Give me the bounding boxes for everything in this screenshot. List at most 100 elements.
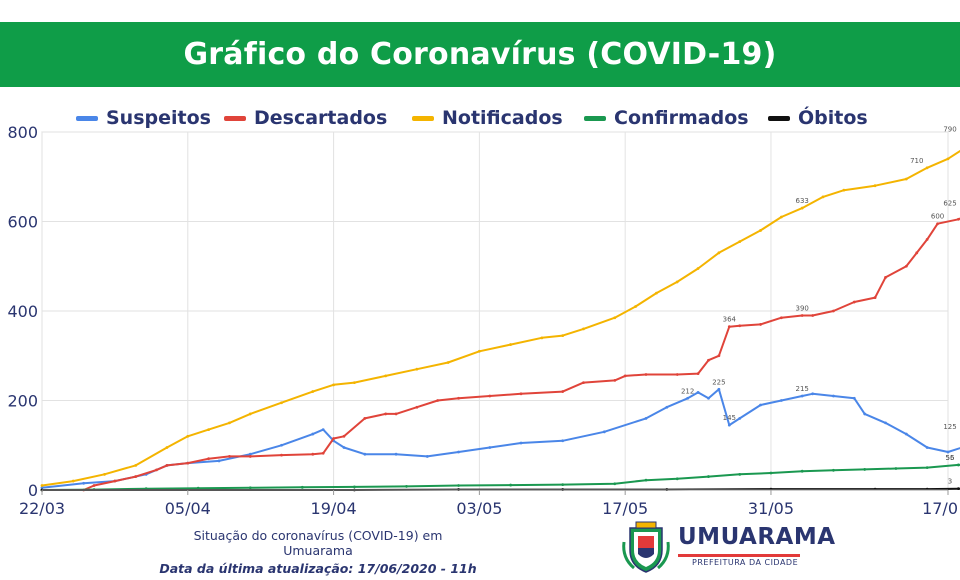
data-point-descartados <box>92 484 96 487</box>
data-point-descartados <box>363 417 367 420</box>
data-label-suspeitos: 212 <box>681 387 694 395</box>
data-point-suspeitos <box>779 399 783 402</box>
data-point-suspeitos <box>759 403 762 407</box>
data-point-descartados <box>832 309 835 313</box>
legend-item-confirmados: Confirmados <box>584 104 749 132</box>
data-point-confirmados <box>707 475 710 478</box>
city-logo: UMUARAMA PREFEITURA DA CIDADE <box>620 520 960 576</box>
data-point-descartados <box>248 455 252 458</box>
data-point-descartados <box>696 372 700 376</box>
data-label-confirmados: 56 <box>946 454 955 462</box>
chart-title: Gráfico do Coronavírus (COVID-19) <box>183 37 777 72</box>
data-point-confirmados <box>405 485 408 488</box>
data-point-confirmados <box>675 477 679 481</box>
data-point-suspeitos <box>280 443 283 447</box>
data-point-notificados <box>186 434 190 438</box>
data-point-confirmados <box>196 486 200 490</box>
footer-caption: Situação do coronavírus (COVID-19) em Um… <box>158 528 478 576</box>
data-point-confirmados <box>457 484 460 487</box>
city-crest-icon <box>622 521 670 573</box>
legend-label-obitos: Óbitos <box>798 107 868 129</box>
data-point-descartados <box>717 354 721 358</box>
data-point-suspeitos <box>394 452 398 456</box>
data-point-obitos <box>957 487 960 491</box>
footer-situation-text: Situação do coronavírus (COVID-19) em Um… <box>193 528 443 558</box>
data-point-suspeitos <box>665 405 669 409</box>
y-tick-label: 200 <box>7 392 38 411</box>
data-point-confirmados <box>957 463 960 467</box>
y-tick-label: 600 <box>7 213 38 232</box>
data-label-notificados: 790 <box>943 125 956 133</box>
x-tick-label: 05/04 <box>165 499 211 518</box>
data-point-confirmados <box>925 466 929 470</box>
data-point-suspeitos <box>363 452 367 456</box>
data-point-notificados <box>696 267 700 270</box>
data-point-notificados <box>71 479 75 483</box>
data-point-notificados <box>311 390 315 393</box>
data-label-suspeitos: 125 <box>943 423 956 431</box>
data-point-descartados <box>800 314 804 317</box>
data-point-notificados <box>134 463 138 467</box>
data-point-notificados <box>446 361 450 364</box>
data-point-suspeitos <box>342 446 346 449</box>
data-point-notificados <box>821 195 825 199</box>
data-point-confirmados <box>894 467 898 470</box>
y-tick-label: 800 <box>7 123 38 142</box>
data-point-notificados <box>353 381 356 384</box>
data-point-descartados <box>280 453 283 457</box>
series-line-suspeitos <box>41 388 960 489</box>
data-label-descartados: 390 <box>796 304 809 312</box>
data-point-notificados <box>561 334 565 338</box>
legend-label-notificados: Notificados <box>442 107 563 129</box>
legend-item-suspeitos: Suspeitos <box>76 104 211 132</box>
data-point-notificados <box>540 336 544 340</box>
data-point-descartados <box>738 324 742 328</box>
data-point-notificados <box>165 446 169 449</box>
title-banner: Gráfico do Coronavírus (COVID-19) <box>0 22 960 87</box>
data-point-confirmados <box>863 468 867 471</box>
data-point-notificados <box>477 349 481 353</box>
data-point-descartados <box>811 314 815 317</box>
data-point-descartados <box>342 434 346 438</box>
data-point-notificados <box>332 383 335 387</box>
data-point-confirmados <box>769 471 773 475</box>
data-point-descartados <box>613 378 617 382</box>
data-point-notificados <box>655 291 658 295</box>
data-point-notificados <box>248 412 252 416</box>
data-point-descartados <box>436 399 440 402</box>
data-point-descartados <box>394 412 398 416</box>
x-tick-label: 03/05 <box>456 499 502 518</box>
data-point-descartados <box>113 479 117 483</box>
data-point-notificados <box>873 184 877 188</box>
series-layer <box>40 149 960 492</box>
data-point-descartados <box>207 457 211 461</box>
data-point-descartados <box>519 392 523 396</box>
data-point-descartados <box>488 394 492 398</box>
legend-swatch-notificados <box>412 115 434 121</box>
data-point-descartados <box>457 396 460 400</box>
data-point-notificados <box>280 401 283 405</box>
x-tick-label: 31/05 <box>748 499 794 518</box>
data-point-suspeitos <box>863 412 867 416</box>
data-point-notificados <box>415 367 419 371</box>
data-label-suspeitos: 145 <box>723 414 736 422</box>
data-point-descartados <box>384 412 388 416</box>
data-point-descartados <box>675 373 679 376</box>
logo-subtitle: PREFEITURA DA CIDADE <box>692 558 799 567</box>
data-point-notificados <box>228 421 231 425</box>
data-point-suspeitos <box>832 394 835 398</box>
legend-swatch-suspeitos <box>76 115 98 121</box>
data-point-notificados <box>384 374 388 378</box>
data-point-suspeitos <box>717 387 721 391</box>
data-label-notificados: 633 <box>796 197 809 205</box>
data-point-descartados <box>644 373 648 376</box>
data-point-descartados <box>415 405 419 409</box>
data-point-notificados <box>759 229 762 232</box>
data-label-suspeitos: 225 <box>712 378 725 386</box>
logo-underline <box>678 554 800 557</box>
data-point-descartados <box>957 217 960 221</box>
data-label-descartados: 625 <box>943 199 956 207</box>
data-point-notificados <box>925 166 929 170</box>
data-label-notificados: 710 <box>910 157 923 165</box>
data-point-suspeitos <box>321 428 325 431</box>
